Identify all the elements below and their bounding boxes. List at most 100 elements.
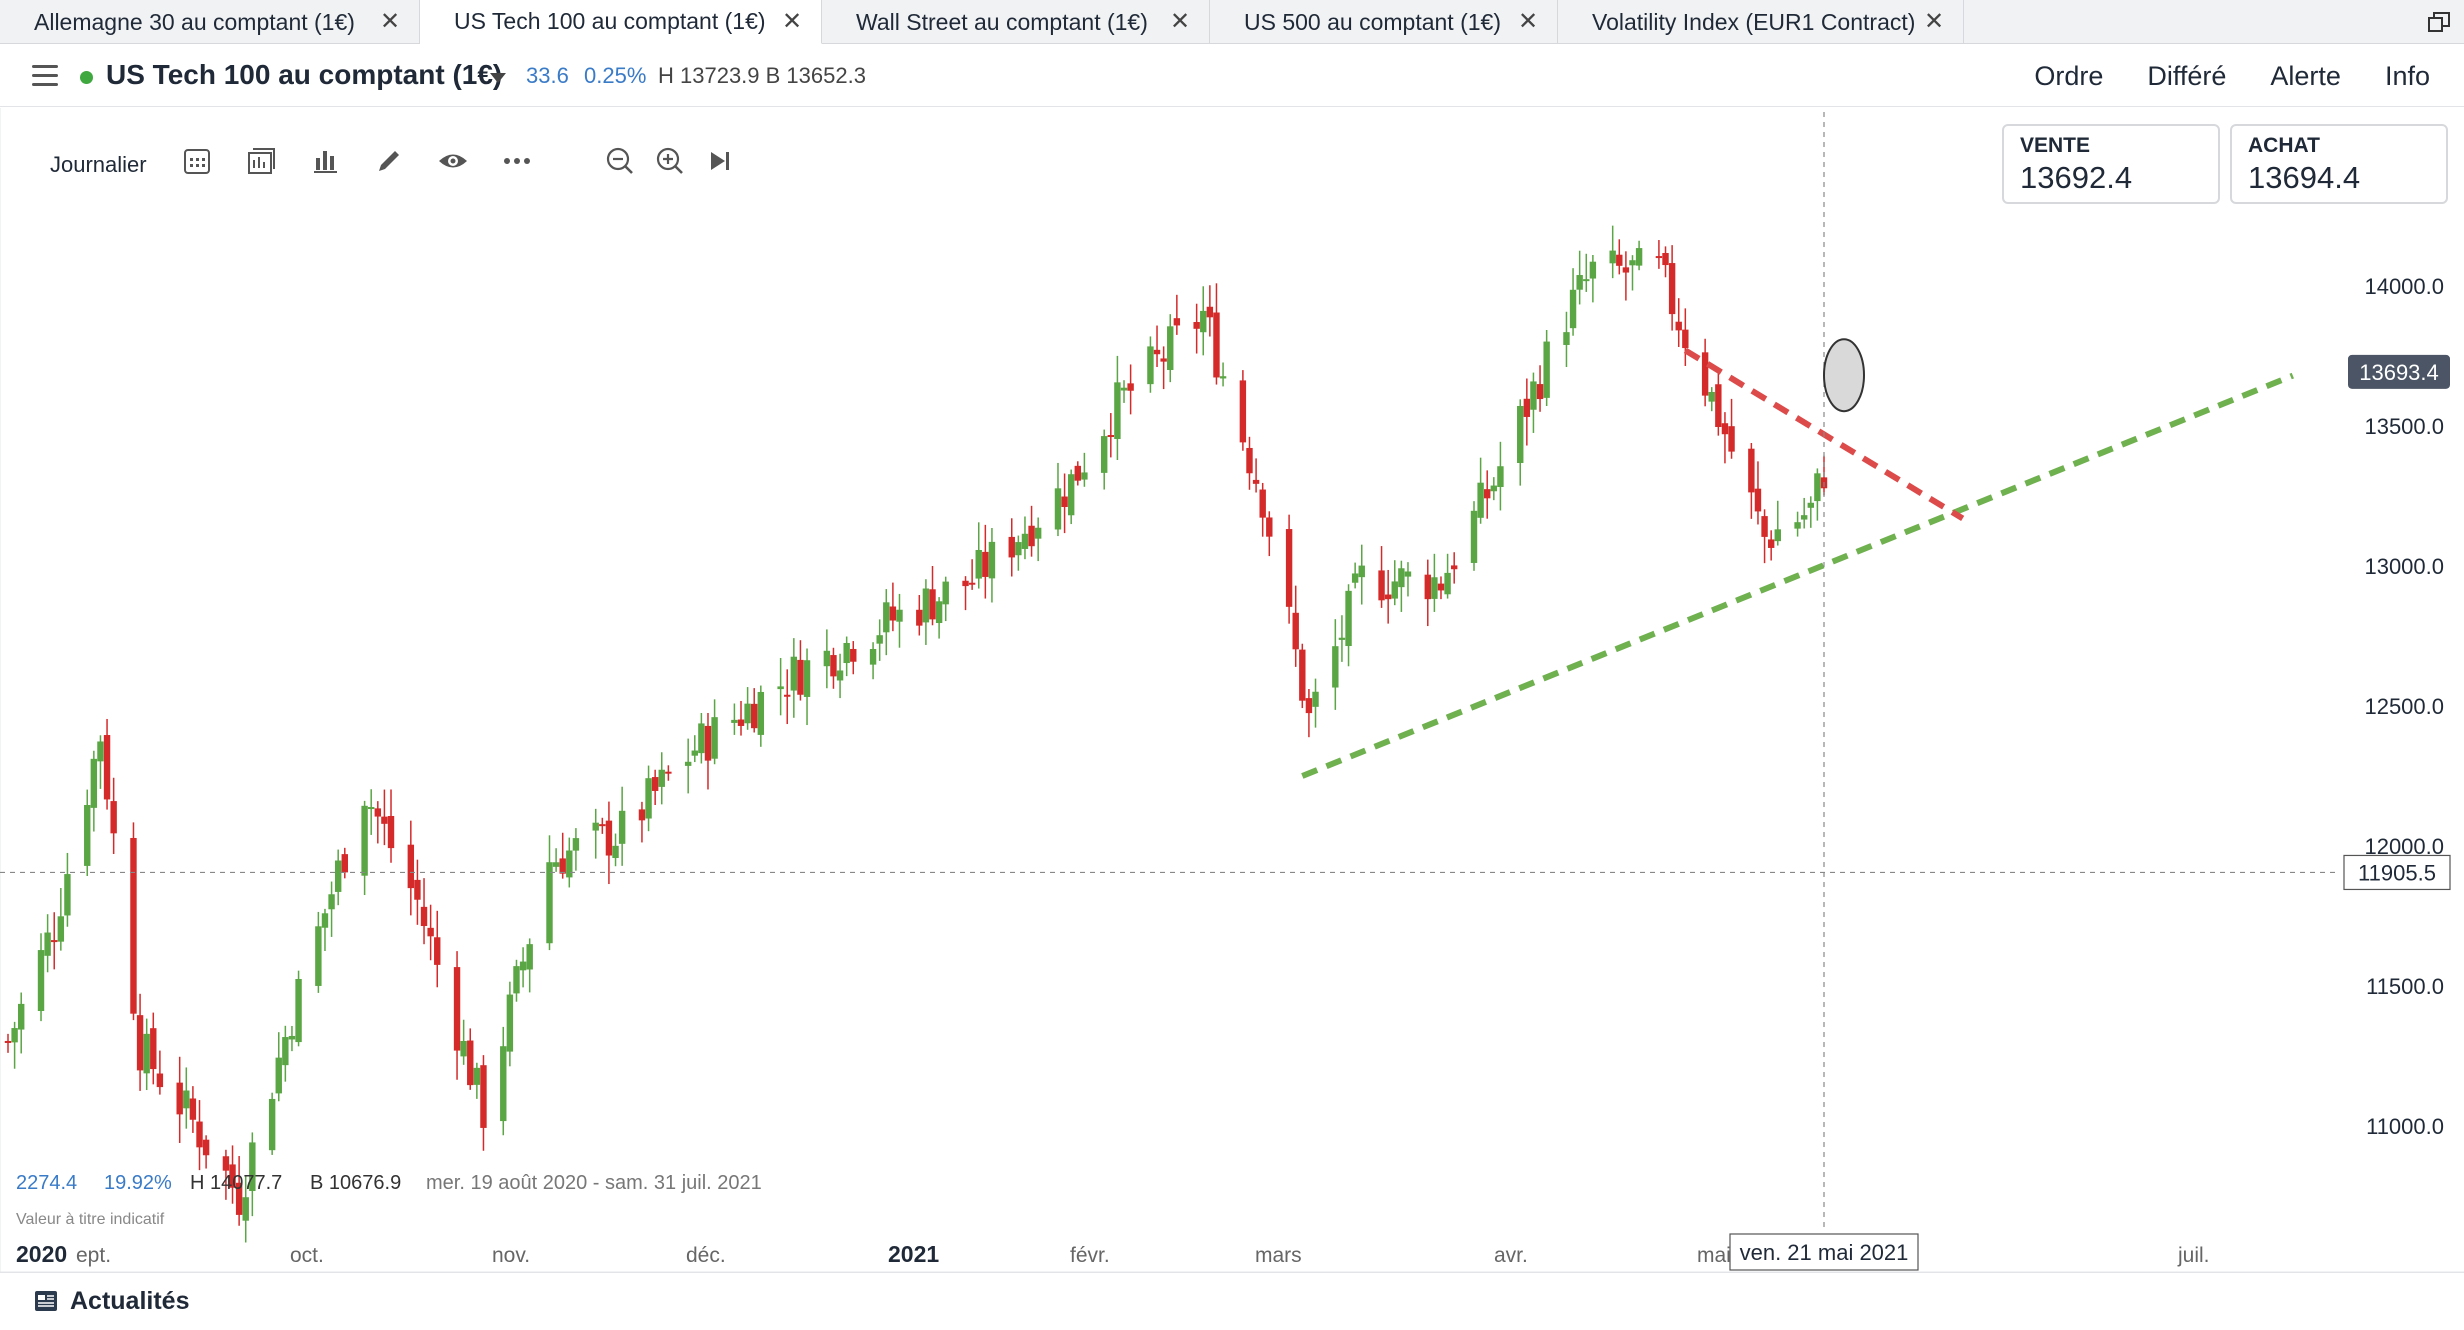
candle-up: [572, 838, 580, 851]
candle-up: [1200, 310, 1207, 333]
candle-down: [341, 854, 348, 873]
buy-label: ACHAT: [2248, 134, 2320, 157]
candle-down: [830, 655, 837, 677]
candle-up: [249, 1142, 256, 1192]
candle-down: [387, 815, 395, 849]
candle-up: [1021, 533, 1029, 549]
candle-down: [1061, 496, 1068, 507]
timeframe-selector[interactable]: Journalier: [50, 152, 147, 177]
candle-up: [975, 549, 982, 579]
candle-up: [803, 660, 811, 697]
candle-down: [1484, 489, 1491, 499]
month-label: juil.: [2177, 1244, 2210, 1267]
chart-gridlines: [0, 108, 2464, 1273]
candle-up: [744, 703, 751, 724]
candle-down: [156, 1073, 164, 1088]
instrument-name[interactable]: US Tech 100 au comptant (1€): [106, 59, 503, 90]
candle-down: [1668, 263, 1676, 315]
candle-down: [1285, 529, 1293, 607]
more-icon[interactable]: [500, 144, 534, 178]
info-button[interactable]: Info: [2384, 61, 2430, 91]
candle-down: [1384, 594, 1392, 600]
candle-down: [1424, 574, 1431, 600]
candle-down: [434, 937, 441, 965]
sell-price-button[interactable]: VENTE 13692.4: [2002, 124, 2220, 204]
instrument-header: US Tech 100 au comptant (1€) 33.6 0.25% …: [0, 45, 2464, 107]
candle-down: [196, 1121, 203, 1148]
candle-up: [1814, 473, 1821, 502]
restore-window-icon[interactable]: [2428, 12, 2450, 32]
candle-up: [757, 691, 765, 735]
tab-wall-street[interactable]: Wall Street au comptant (1€) ✕: [822, 0, 1210, 44]
chevron-down-icon[interactable]: [490, 73, 506, 83]
year-label: 2021: [888, 1241, 939, 1267]
candle-down: [1536, 384, 1544, 400]
candle-up: [711, 717, 718, 759]
buy-price-button[interactable]: ACHAT 13694.4: [2230, 124, 2448, 204]
candle-up: [473, 1067, 481, 1085]
tab-allemagne-30[interactable]: Allemagne 30 au comptant (1€) ✕: [0, 0, 420, 44]
crosshair-date-tag: [1729, 1233, 1919, 1271]
candle-down: [51, 940, 58, 943]
close-icon[interactable]: ✕: [1517, 7, 1539, 35]
close-icon[interactable]: ✕: [1169, 7, 1191, 35]
candle-up: [1589, 261, 1597, 279]
alert-button[interactable]: Alerte: [2270, 61, 2341, 91]
candle-up: [1351, 573, 1359, 583]
candle-up: [896, 609, 903, 622]
candle-down: [665, 771, 672, 774]
delayed-button[interactable]: Différé: [2147, 61, 2227, 91]
candle-down: [1721, 423, 1729, 435]
market-open-indicator: [80, 71, 93, 84]
candle-down: [1299, 649, 1306, 701]
chart-type-icon[interactable]: [244, 144, 278, 178]
candle-down: [381, 816, 388, 824]
tab-volatility-index[interactable]: Volatility Index (EUR1 Contract) ✕: [1558, 0, 1964, 44]
close-icon[interactable]: ✕: [781, 7, 803, 35]
close-icon[interactable]: ✕: [1923, 7, 1945, 35]
candle-down: [1523, 398, 1531, 417]
calendar-icon[interactable]: [180, 144, 214, 178]
candle-down: [1107, 435, 1115, 438]
indicators-icon[interactable]: [308, 144, 342, 178]
menu-icon[interactable]: [32, 65, 58, 87]
candle-up: [823, 650, 831, 667]
draw-icon[interactable]: [372, 144, 406, 178]
candle-up: [658, 769, 665, 787]
candle-down: [103, 735, 111, 800]
candle-down: [737, 719, 745, 726]
candle-down: [4, 1040, 12, 1043]
candle-up: [1312, 691, 1319, 707]
month-label: nov.: [492, 1244, 530, 1267]
tab-us-500[interactable]: US 500 au comptant (1€) ✕: [1210, 0, 1558, 44]
candle-up: [691, 750, 698, 756]
candle-down: [1682, 329, 1689, 349]
candle-down: [1655, 256, 1663, 259]
skip-to-end-icon[interactable]: [703, 144, 737, 178]
candle-down: [414, 879, 421, 900]
chart-overlay: [0, 112, 2340, 1232]
zoom-in-icon[interactable]: [653, 144, 687, 178]
candle-up: [275, 1057, 282, 1094]
tab-us-tech-100[interactable]: US Tech 100 au comptant (1€) ✕: [420, 0, 822, 44]
candle-down: [374, 808, 382, 817]
candle-up: [869, 648, 877, 665]
candle-down: [1206, 306, 1214, 318]
zoom-out-icon[interactable]: [603, 144, 637, 178]
candle-down: [427, 927, 434, 937]
close-icon[interactable]: ✕: [379, 7, 401, 35]
candle-down: [1292, 612, 1299, 650]
candle-down: [1193, 322, 1200, 329]
news-bar[interactable]: Actualités: [0, 1272, 2464, 1330]
candle-up: [552, 862, 560, 867]
candle-down: [136, 1015, 144, 1071]
candle-down: [1715, 384, 1722, 427]
candle-down: [110, 801, 117, 834]
candlestick-series: [4, 225, 1828, 1243]
candle-up: [612, 845, 619, 859]
eye-icon[interactable]: [436, 144, 470, 178]
support-trendline: [1301, 372, 2294, 779]
candle-up: [1404, 571, 1412, 577]
order-button[interactable]: Ordre: [2034, 61, 2104, 91]
